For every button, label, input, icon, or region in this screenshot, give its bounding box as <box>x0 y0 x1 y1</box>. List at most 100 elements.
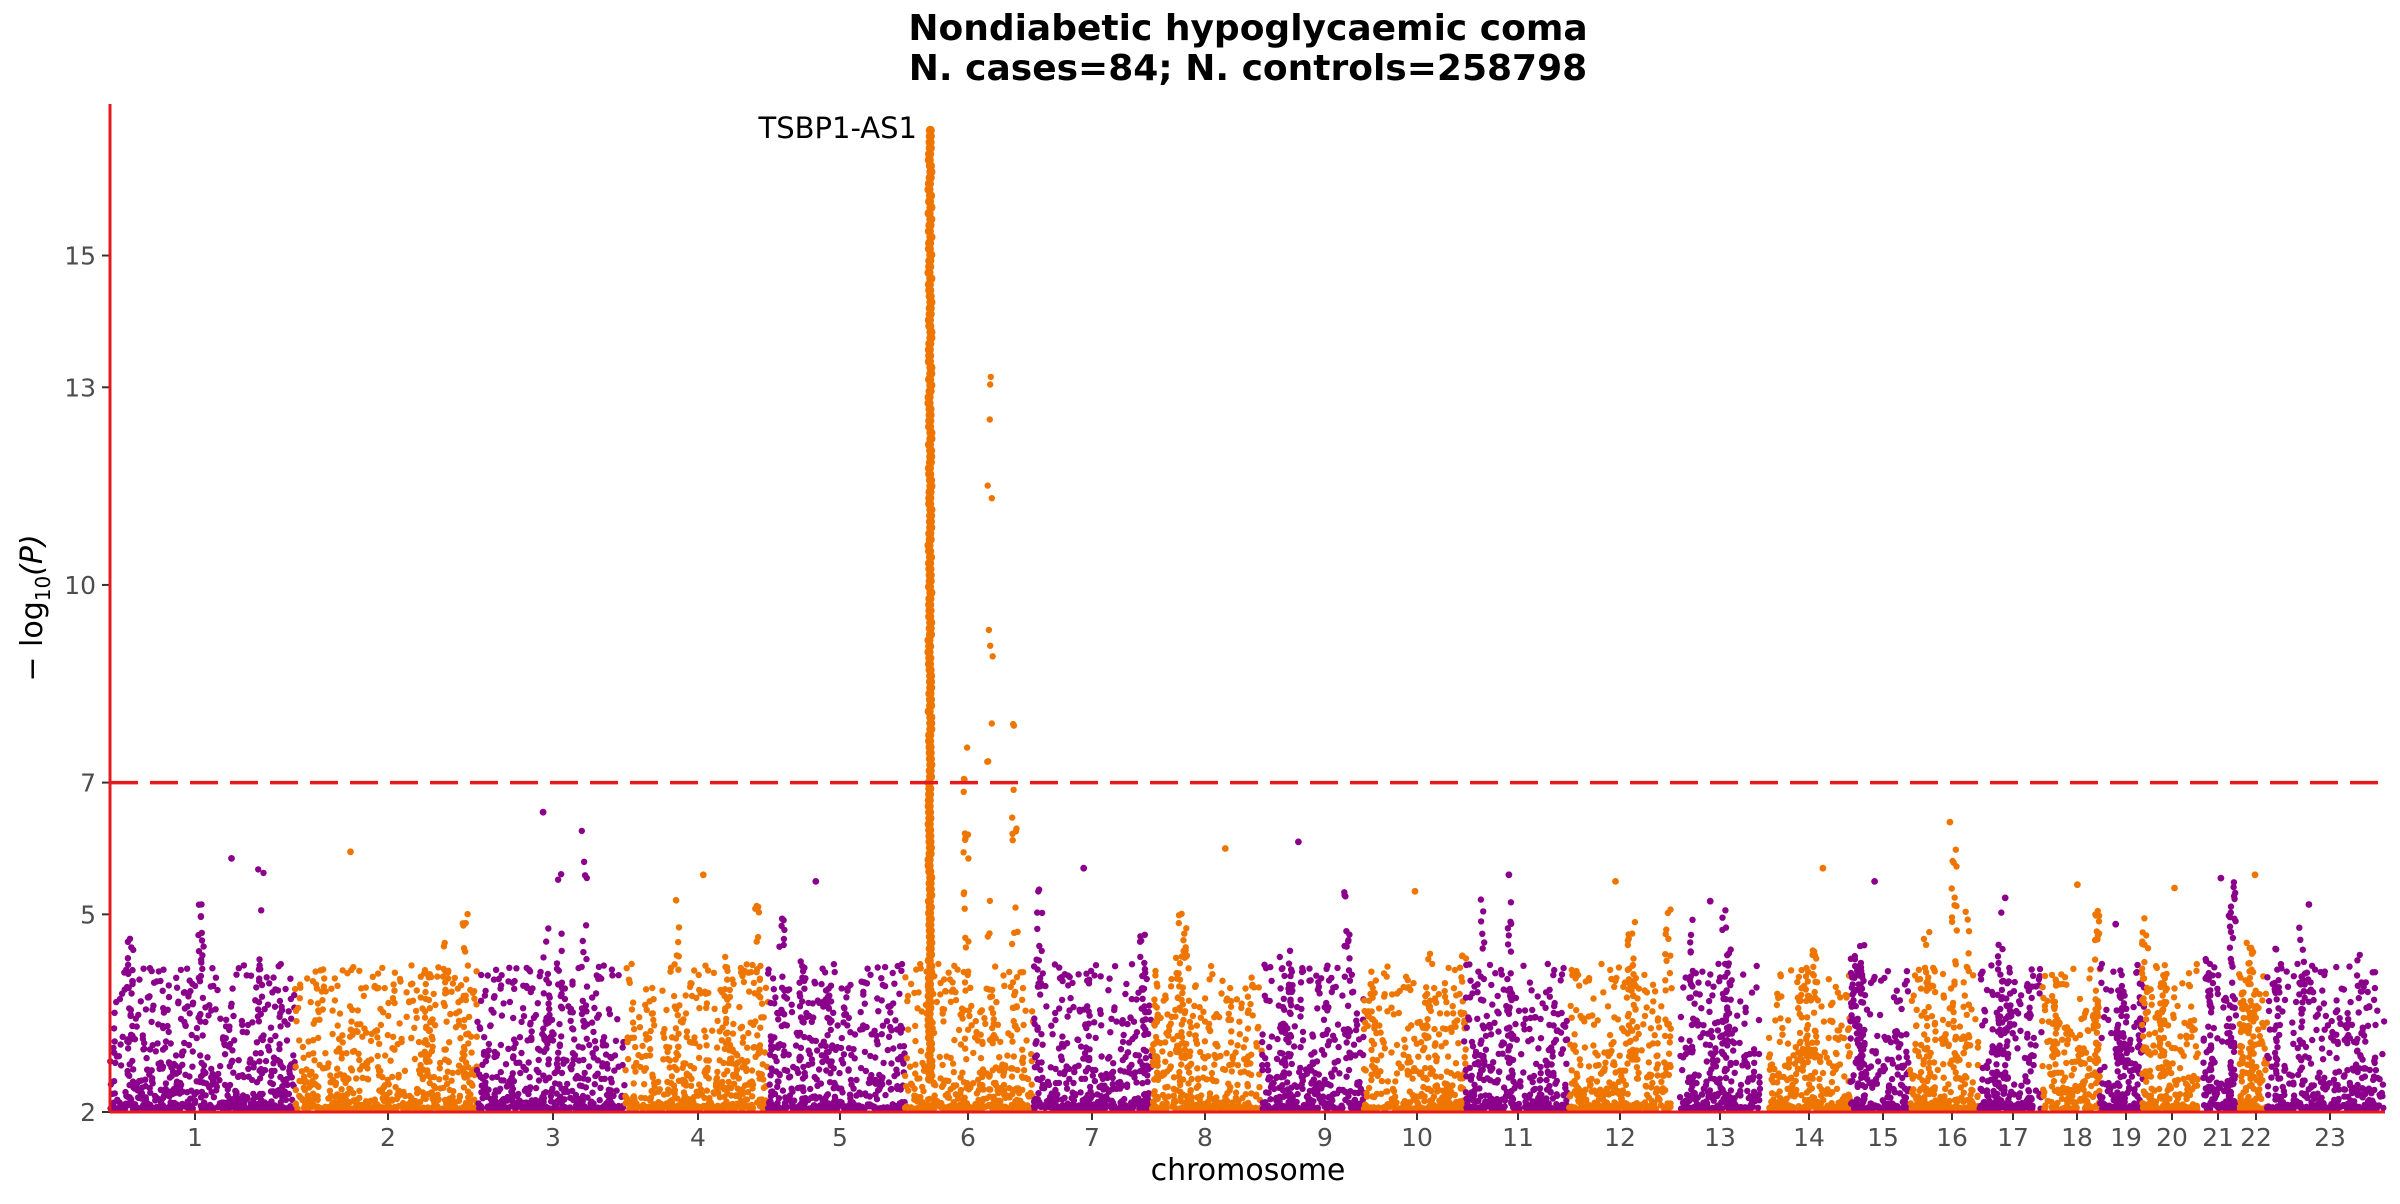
data-point <box>422 980 429 988</box>
data-point <box>185 1041 193 1049</box>
data-point <box>1297 996 1304 1003</box>
data-point <box>621 1082 628 1089</box>
data-point <box>672 1025 680 1032</box>
data-point <box>1097 1010 1104 1017</box>
data-point <box>553 960 561 967</box>
data-point <box>529 1099 536 1106</box>
data-point <box>729 1030 737 1037</box>
data-point <box>1331 1036 1338 1043</box>
data-point <box>1066 1007 1073 1014</box>
data-point <box>676 1002 683 1009</box>
data-point <box>744 1044 751 1051</box>
data-point <box>993 998 1000 1006</box>
data-point <box>704 967 712 974</box>
data-point <box>476 1103 484 1110</box>
data-point <box>331 997 339 1004</box>
data-point <box>797 1044 805 1052</box>
data-point <box>1086 1054 1093 1062</box>
data-point <box>755 1050 762 1057</box>
data-point <box>902 1083 910 1090</box>
data-point <box>1286 1009 1294 1016</box>
data-point <box>255 1018 263 1025</box>
data-point <box>133 1085 140 1092</box>
data-point <box>1211 1061 1218 1068</box>
data-point <box>625 1055 632 1063</box>
data-point <box>918 1008 925 1015</box>
data-point <box>159 1046 167 1053</box>
data-point <box>1353 1017 1360 1024</box>
data-point <box>1384 1008 1391 1015</box>
data-point <box>189 1105 196 1112</box>
data-point <box>1411 1035 1418 1043</box>
data-point <box>527 988 534 996</box>
data-point <box>431 1021 439 1029</box>
data-point <box>674 1052 682 1059</box>
data-point <box>186 1010 193 1017</box>
data-point <box>778 984 786 991</box>
data-point <box>1384 1078 1392 1085</box>
data-point <box>1192 1032 1199 1039</box>
data-point <box>769 975 777 982</box>
data-point <box>1141 931 1149 938</box>
data-point <box>1092 1034 1099 1042</box>
data-point <box>796 1054 803 1062</box>
data-point <box>940 1018 947 1025</box>
data-point <box>809 1037 816 1044</box>
data-point <box>825 1005 833 1012</box>
data-point <box>753 969 760 976</box>
data-point <box>1314 986 1322 993</box>
data-point <box>1169 1103 1176 1110</box>
data-point <box>448 1077 455 1084</box>
data-point <box>1004 1052 1011 1059</box>
data-point <box>591 1081 598 1088</box>
data-point <box>1009 814 1016 821</box>
data-point <box>1281 1006 1288 1013</box>
data-point <box>640 1101 647 1109</box>
data-point <box>1175 912 1183 919</box>
data-point <box>465 1040 472 1047</box>
data-point <box>1306 1063 1313 1071</box>
data-point <box>389 995 397 1002</box>
data-point <box>843 994 850 1001</box>
data-point <box>1287 1094 1294 1102</box>
data-point <box>1368 1008 1375 1015</box>
data-point <box>1117 1046 1125 1053</box>
data-point <box>1341 889 1348 896</box>
data-point <box>725 1078 732 1086</box>
data-point <box>671 1087 679 1094</box>
data-point <box>892 1017 899 1024</box>
data-point <box>715 1089 722 1097</box>
data-point <box>615 972 622 979</box>
data-point <box>1256 1084 1263 1091</box>
data-point <box>1335 1043 1342 1051</box>
data-point <box>1139 986 1147 993</box>
data-point <box>338 1050 345 1057</box>
data-point <box>369 973 376 980</box>
data-point <box>130 1066 137 1073</box>
data-point <box>1141 1031 1148 1039</box>
data-point <box>674 1012 681 1019</box>
data-point <box>1273 1074 1280 1082</box>
data-point <box>125 1100 132 1107</box>
data-point <box>1019 984 1027 992</box>
data-point <box>663 1100 670 1107</box>
data-point <box>1238 1000 1245 1007</box>
data-point <box>643 1006 650 1013</box>
data-point <box>191 1099 199 1107</box>
data-point <box>845 1066 852 1073</box>
data-point <box>805 1047 812 1054</box>
data-point <box>500 1077 507 1084</box>
data-point <box>590 1100 597 1107</box>
data-point <box>379 1089 386 1096</box>
data-point <box>593 972 600 979</box>
data-point <box>609 972 616 979</box>
data-point <box>1139 1080 1146 1087</box>
data-point <box>312 968 319 975</box>
data-point <box>714 1068 721 1076</box>
data-point <box>757 962 764 970</box>
data-point <box>1451 1072 1459 1079</box>
data-point <box>1098 1095 1106 1103</box>
chromosome-max-point <box>347 848 354 856</box>
data-point <box>1039 1081 1047 1089</box>
data-point <box>701 1094 708 1102</box>
